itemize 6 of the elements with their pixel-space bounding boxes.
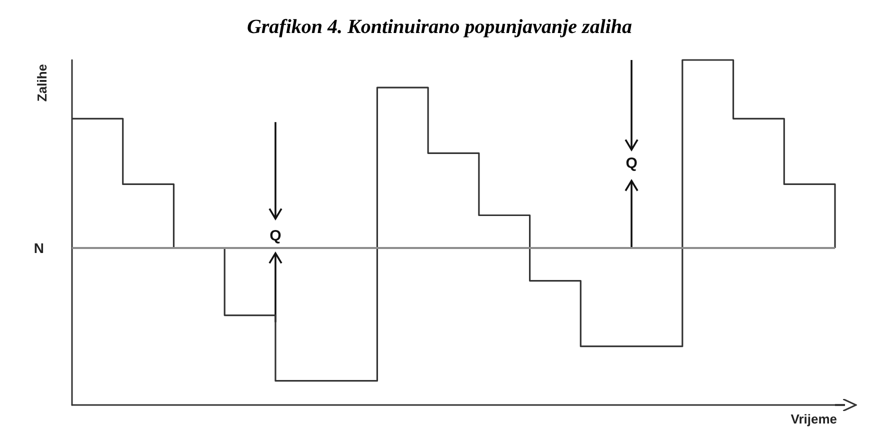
- annotation: Q: [626, 155, 638, 172]
- chart-title: Grafikon 4. Kontinuirano popunjavanje zaliha: [246, 16, 632, 38]
- x-axis-title: Vrijeme: [790, 412, 837, 426]
- ref-line-label: N: [34, 240, 44, 256]
- annotation: Q: [270, 227, 282, 244]
- y-axis-title: Zalihe: [34, 64, 50, 102]
